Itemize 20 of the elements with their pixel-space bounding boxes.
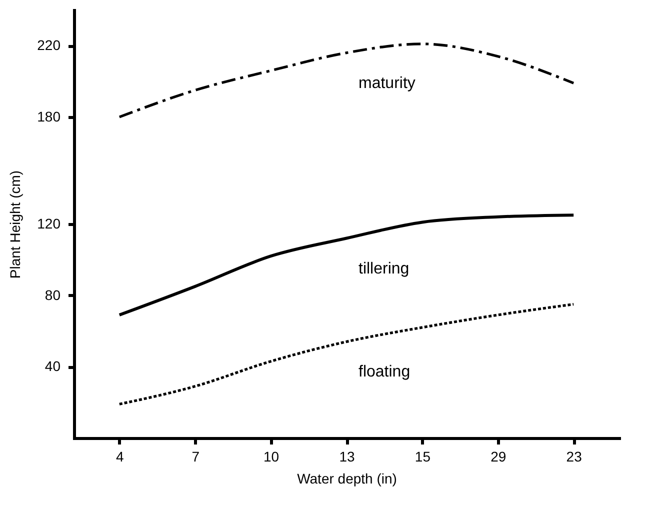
y-tick-label: 40 <box>44 358 61 374</box>
x-tick-label: 23 <box>566 448 582 464</box>
x-tick-label: 29 <box>490 448 506 464</box>
x-tick-label: 7 <box>192 448 200 464</box>
y-tick-label: 120 <box>37 216 61 232</box>
y-tick-label: 220 <box>37 37 61 54</box>
y-tick-label: 80 <box>44 286 61 303</box>
series-label: tillering <box>358 260 410 278</box>
series-label: floating <box>358 364 410 381</box>
y-axis-title: Plant Height (cm) <box>7 170 24 279</box>
x-axis-title: Water depth (in) <box>297 470 397 486</box>
line-series <box>118 42 575 118</box>
x-tick-label: 13 <box>339 448 355 464</box>
series-label: maturity <box>358 74 416 92</box>
x-tick-label: 4 <box>116 448 124 464</box>
x-tick-label: 10 <box>264 448 280 464</box>
line-series <box>118 214 576 316</box>
x-tick-label: 15 <box>414 448 431 464</box>
line-series <box>118 302 575 406</box>
y-tick-label: 180 <box>37 108 61 124</box>
